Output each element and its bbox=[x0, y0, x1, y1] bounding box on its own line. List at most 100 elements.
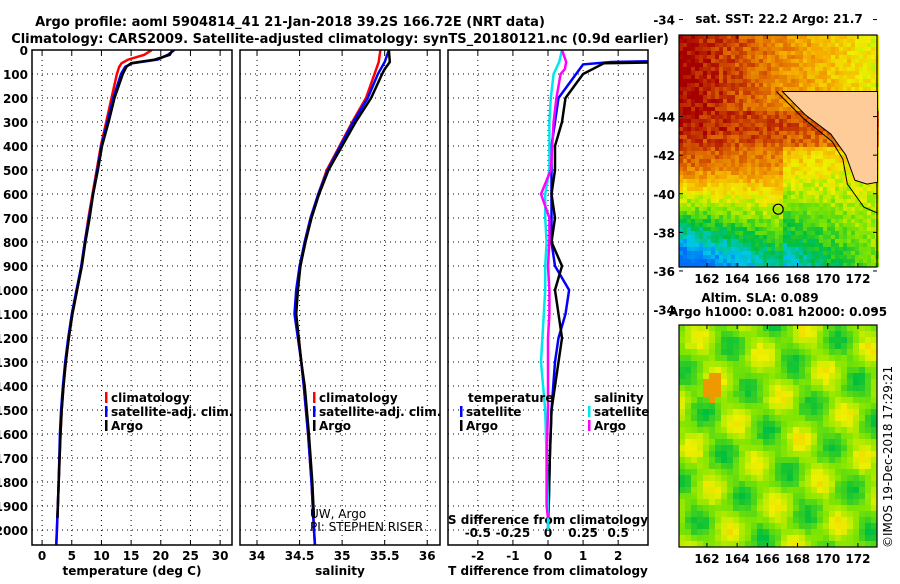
map-cell bbox=[835, 83, 839, 87]
map-cell bbox=[835, 385, 841, 391]
map-cell bbox=[805, 493, 811, 499]
map-cell bbox=[803, 195, 807, 199]
map-cell bbox=[841, 337, 847, 343]
map-cell bbox=[859, 71, 863, 75]
map-cell bbox=[695, 235, 699, 239]
depth-tick-label: 1900 bbox=[0, 500, 28, 514]
map-cell bbox=[841, 349, 847, 355]
map-cell bbox=[723, 95, 727, 99]
map-cell bbox=[793, 463, 799, 469]
map-cell bbox=[715, 343, 721, 349]
map-cell bbox=[775, 251, 779, 255]
map-cell bbox=[679, 99, 683, 103]
map-cell bbox=[723, 63, 727, 67]
map-lon-label: 168 bbox=[785, 552, 810, 566]
map-cell bbox=[863, 211, 867, 215]
map-cell bbox=[791, 75, 795, 79]
map-cell bbox=[781, 427, 787, 433]
x-tick-label: 25 bbox=[182, 549, 199, 563]
map-cell bbox=[733, 385, 739, 391]
map-cell bbox=[871, 535, 877, 541]
map-cell bbox=[807, 243, 811, 247]
map-cell bbox=[751, 373, 757, 379]
map-cell bbox=[751, 355, 757, 361]
map-cell bbox=[815, 151, 819, 155]
map-cell bbox=[819, 207, 823, 211]
map-cell bbox=[871, 43, 875, 47]
map-cell bbox=[791, 259, 795, 263]
map-cell bbox=[711, 71, 715, 75]
map-cell bbox=[687, 43, 691, 47]
map-cell bbox=[715, 55, 719, 59]
map-cell bbox=[803, 139, 807, 143]
map-cell bbox=[679, 421, 685, 427]
map-cell bbox=[733, 535, 739, 541]
map-cell bbox=[775, 451, 781, 457]
map-cell bbox=[835, 331, 841, 337]
map-cell bbox=[835, 35, 839, 39]
map-cell bbox=[755, 123, 759, 127]
map-cell bbox=[811, 433, 817, 439]
map-cell bbox=[863, 235, 867, 239]
x-tick-label: 36 bbox=[419, 549, 436, 563]
map-cell bbox=[683, 179, 687, 183]
map-cell bbox=[799, 215, 803, 219]
map-cell bbox=[763, 505, 769, 511]
map-cell bbox=[795, 47, 799, 51]
map-cell bbox=[731, 143, 735, 147]
map-cell bbox=[799, 391, 805, 397]
map-cell bbox=[863, 83, 867, 87]
map-cell bbox=[779, 71, 783, 75]
map-cell bbox=[851, 255, 855, 259]
map-cell bbox=[703, 223, 707, 227]
map-cell bbox=[707, 247, 711, 251]
map-cell bbox=[721, 403, 727, 409]
map-cell bbox=[755, 255, 759, 259]
map-cell bbox=[679, 475, 685, 481]
map-cell bbox=[787, 127, 791, 131]
map-cell bbox=[751, 83, 755, 87]
map-cell bbox=[787, 235, 791, 239]
map-cell bbox=[723, 127, 727, 131]
map-cell bbox=[723, 135, 727, 139]
map-cell bbox=[697, 517, 703, 523]
map-cell bbox=[811, 207, 815, 211]
map-cell bbox=[799, 251, 803, 255]
map-cell bbox=[783, 47, 787, 51]
map-cell bbox=[807, 71, 811, 75]
map-cell bbox=[791, 223, 795, 227]
map-cell bbox=[867, 231, 871, 235]
map-cell bbox=[767, 99, 771, 103]
legend-swatch bbox=[460, 420, 463, 431]
map-cell bbox=[711, 199, 715, 203]
map-cell bbox=[769, 409, 775, 415]
map-cell bbox=[843, 87, 847, 91]
map-cell bbox=[811, 187, 815, 191]
map-cell bbox=[739, 95, 743, 99]
map-cell bbox=[759, 211, 763, 215]
map-cell bbox=[703, 367, 709, 373]
map-cell bbox=[703, 529, 709, 535]
map-cell bbox=[779, 39, 783, 43]
map-cell bbox=[707, 155, 711, 159]
map-cell bbox=[727, 159, 731, 163]
map-cell bbox=[759, 35, 763, 39]
map-cell bbox=[695, 155, 699, 159]
map-cell bbox=[703, 147, 707, 151]
map-cell bbox=[769, 523, 775, 529]
map-cell bbox=[871, 415, 877, 421]
map-cell bbox=[699, 159, 703, 163]
map-cell bbox=[721, 397, 727, 403]
map-cell bbox=[835, 523, 841, 529]
map-cell bbox=[767, 51, 771, 55]
map-cell bbox=[731, 155, 735, 159]
map-cell bbox=[835, 187, 839, 191]
map-cell bbox=[731, 107, 735, 111]
map-cell bbox=[855, 75, 859, 79]
map-cell bbox=[763, 409, 769, 415]
map-cell bbox=[719, 191, 723, 195]
map-cell bbox=[699, 163, 703, 167]
map-cell bbox=[829, 475, 835, 481]
map-cell bbox=[775, 331, 781, 337]
map-cell bbox=[711, 143, 715, 147]
